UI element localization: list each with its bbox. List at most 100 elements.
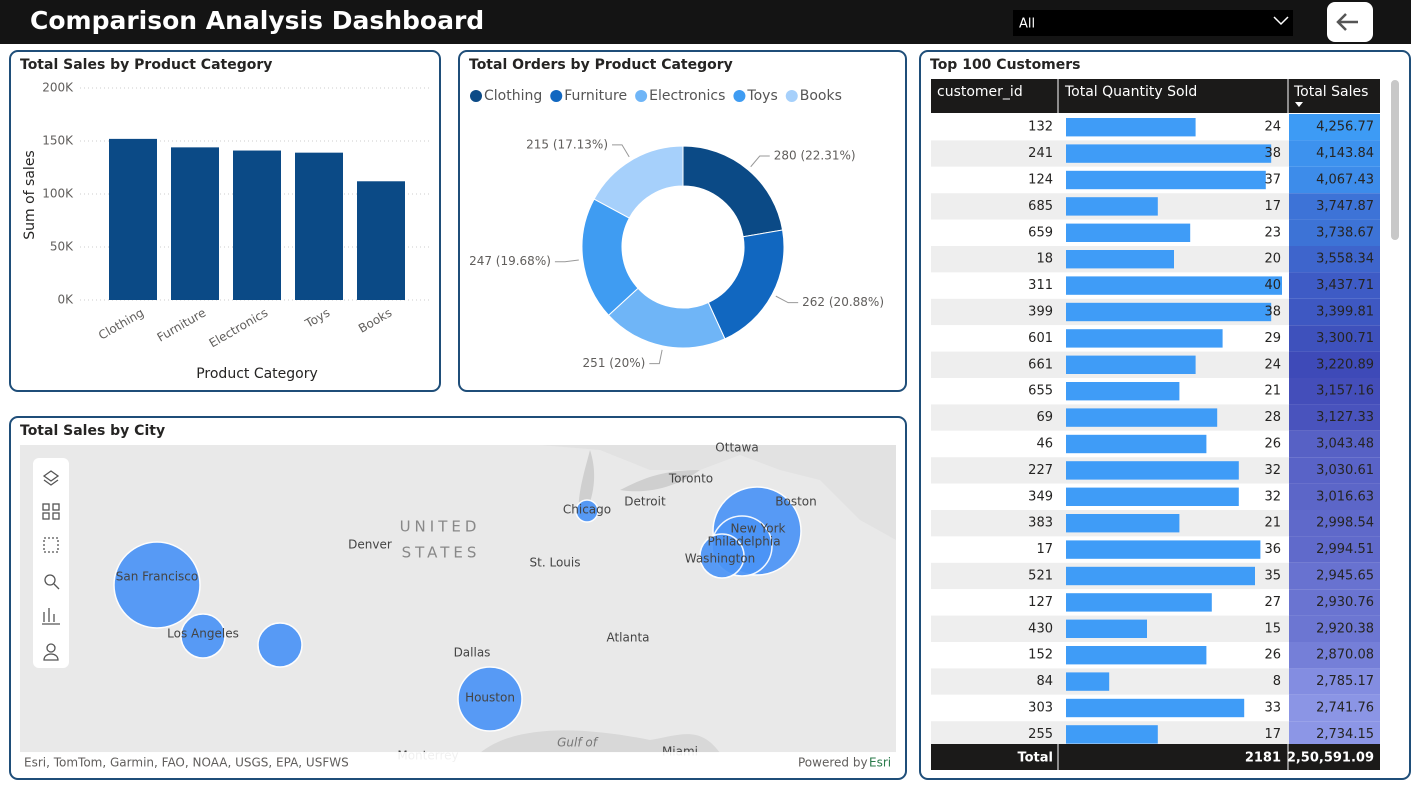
y-tick-label: 200K <box>42 81 74 95</box>
data-label: 280 (22.31%) <box>774 149 856 163</box>
x-axis-label: Product Category <box>196 366 318 382</box>
legend-marker <box>733 90 746 102</box>
quantity-bar <box>1066 672 1110 691</box>
quantity: 38 <box>1264 146 1281 161</box>
sales-cell <box>1289 219 1380 246</box>
sales-cell <box>1289 642 1380 669</box>
quantity: 21 <box>1264 384 1281 399</box>
sales: 3,558.34 <box>1316 252 1374 267</box>
sales-cell <box>1289 325 1380 352</box>
customer-id: 655 <box>1028 384 1053 399</box>
quantity: 23 <box>1264 225 1281 240</box>
y-tick-label: 150K <box>42 134 74 148</box>
sales: 4,143.84 <box>1316 146 1374 161</box>
sales-cell <box>1289 721 1380 748</box>
map-label: Boston <box>775 495 816 509</box>
customer-id: 383 <box>1028 516 1053 531</box>
column-header[interactable]: Total Sales <box>1293 84 1368 100</box>
quantity: 37 <box>1264 173 1281 188</box>
total-row <box>931 744 1380 770</box>
y-tick-label: 100K <box>42 187 74 201</box>
customer-id: 18 <box>1036 252 1053 267</box>
data-label: 215 (17.13%) <box>526 137 608 151</box>
quantity: 35 <box>1264 569 1281 584</box>
map-label: Gulf of <box>557 736 599 750</box>
quantity-bar <box>1066 382 1180 401</box>
sales-cell <box>1289 562 1380 590</box>
quantity-bar <box>1066 408 1218 427</box>
quantity-bar <box>1066 487 1239 506</box>
map-label: Washington <box>685 552 756 566</box>
sales-cell <box>1289 483 1380 510</box>
sales-cell <box>1289 140 1380 167</box>
column-header[interactable]: customer_id <box>937 84 1023 100</box>
sales-cell <box>1289 166 1380 194</box>
map-label: Philadelphia <box>707 535 780 549</box>
sales: 3,300.71 <box>1316 331 1374 346</box>
table-row <box>931 668 1289 695</box>
map-label: Toronto <box>668 472 713 486</box>
filter-dropdown[interactable] <box>1013 10 1293 36</box>
quantity-bar <box>1066 197 1158 216</box>
quantity: 36 <box>1264 542 1281 557</box>
sales-cell <box>1289 457 1380 484</box>
scrollbar[interactable] <box>1391 80 1399 240</box>
sales-cell <box>1289 246 1380 273</box>
map-label: New York <box>731 522 786 536</box>
sales: 2,741.76 <box>1316 701 1374 716</box>
sales: 4,256.77 <box>1316 120 1374 135</box>
quantity-bar <box>1066 698 1245 718</box>
map-label: Houston <box>465 691 515 705</box>
sales: 2,945.65 <box>1316 569 1374 584</box>
map-land <box>20 445 896 540</box>
customer-id: 601 <box>1028 331 1053 346</box>
customer-id: 124 <box>1028 173 1053 188</box>
sales-cell <box>1289 430 1380 458</box>
customer-id: 152 <box>1028 648 1053 663</box>
quantity-bar <box>1066 646 1207 665</box>
quantity: 8 <box>1273 674 1281 689</box>
back-icon <box>1336 13 1358 31</box>
sales: 2,930.76 <box>1316 595 1374 610</box>
sales-cell <box>1289 510 1380 537</box>
table-title: Top 100 Customers <box>930 57 1081 73</box>
quantity: 40 <box>1264 278 1281 293</box>
sales: 2,994.51 <box>1316 542 1374 557</box>
map-water <box>480 730 720 753</box>
column-header[interactable]: Total Quantity Sold <box>1064 84 1197 100</box>
sales: 4,067.43 <box>1316 173 1374 188</box>
city-bubble <box>180 613 226 659</box>
sales: 3,437.71 <box>1316 278 1374 293</box>
customer-id: 521 <box>1028 569 1053 584</box>
sales: 3,043.48 <box>1316 437 1374 452</box>
quantity: 28 <box>1264 410 1281 425</box>
customer-id: 303 <box>1028 701 1053 716</box>
quantity-bar <box>1066 725 1158 744</box>
data-label: 251 (20%) <box>583 356 646 370</box>
quantity: 27 <box>1264 595 1281 610</box>
quantity: 33 <box>1264 701 1281 716</box>
sales-cell <box>1289 114 1380 141</box>
map-title: Total Sales by City <box>20 423 165 439</box>
sort-indicator <box>1295 102 1303 107</box>
sales: 3,157.16 <box>1316 384 1374 399</box>
esri-link[interactable]: Esri <box>869 756 891 770</box>
quantity-bar <box>1066 593 1212 612</box>
donut-slice <box>593 145 684 219</box>
quantity: 15 <box>1264 621 1281 636</box>
panel <box>9 50 441 392</box>
map-toolbar[interactable] <box>33 458 69 668</box>
sales: 2,870.08 <box>1316 648 1374 663</box>
map-water <box>578 450 700 520</box>
quantity: 21 <box>1264 516 1281 531</box>
quantity-bar <box>1066 566 1255 586</box>
sales: 3,220.89 <box>1316 357 1374 372</box>
sales-cell <box>1289 298 1380 326</box>
quantity: 26 <box>1264 648 1281 663</box>
legend-label: Books <box>800 88 842 104</box>
quantity: 26 <box>1264 437 1281 452</box>
leader-line <box>554 259 579 263</box>
sales-cell <box>1289 351 1380 378</box>
legend-marker <box>635 90 648 102</box>
